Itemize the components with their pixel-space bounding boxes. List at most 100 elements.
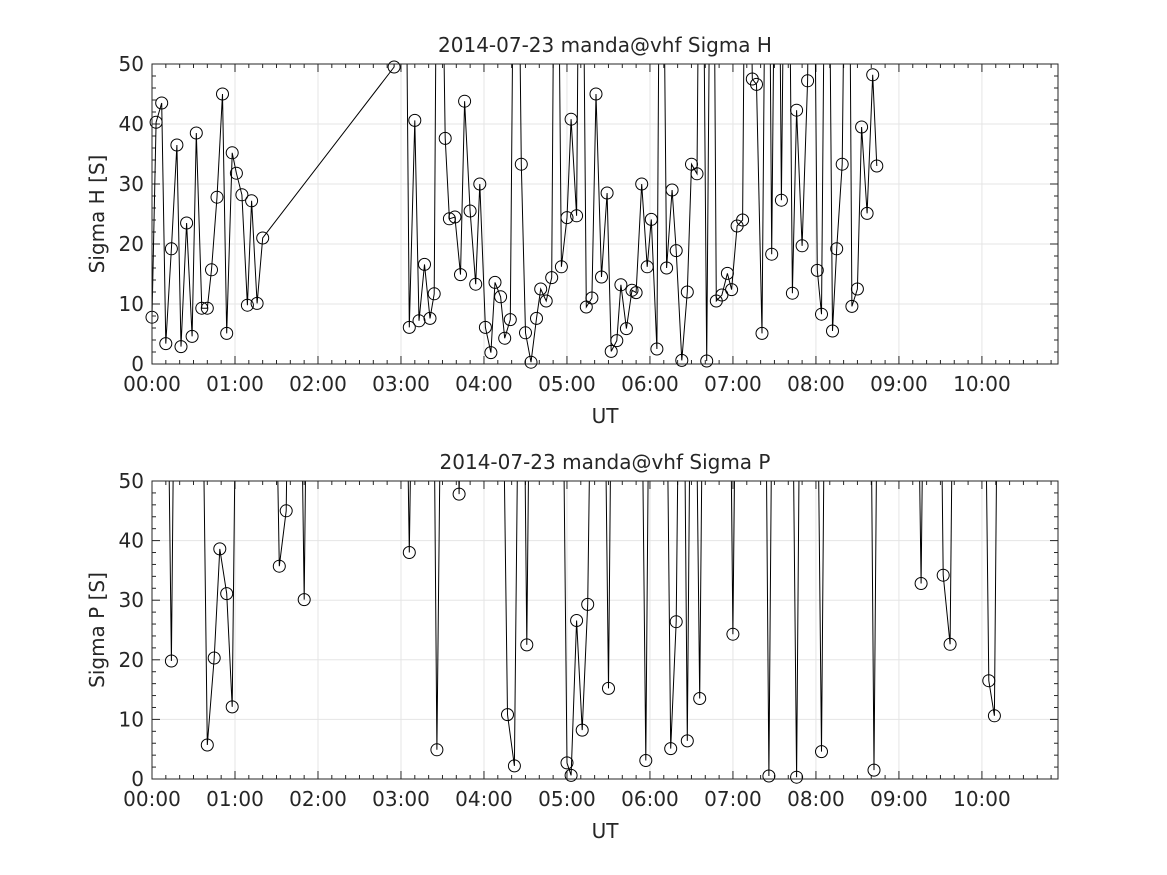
sigma-p-y-tick-label: 50 [119,469,144,493]
sigma-h-data-point [826,324,839,338]
sigma-h-y-tick-label: 10 [119,292,144,316]
sigma-p-data-point [680,734,694,748]
sigma-p-y-tick-label: 10 [119,707,144,731]
sigma-h-axes: 2014-07-23 manda@vhf Sigma H UT Sigma H … [85,33,1059,428]
sigma-h-y-axis-label: Sigma H [S] [85,155,109,274]
sigma-p-x-tick-label: 04:00 [455,787,513,811]
sigma-h-data-point [680,285,694,299]
sigma-h-x-tick-label: 07:00 [704,372,762,396]
sigma-p-data-point [570,614,584,627]
sigma-h-data-point [180,216,194,230]
sigma-h-data-point [539,294,553,308]
sigma-p-data-point [200,738,214,752]
sigma-h-data-point [850,282,864,296]
sigma-h-y-tick-label: 30 [119,172,144,196]
sigma-h-data-point [720,266,734,280]
sigma-h-data-point [524,355,538,369]
sigma-h-data-point [604,344,618,358]
sigma-h-data-point [690,167,704,181]
sigma-p-axes: 2014-07-23 manda@vhf Sigma P UT Sigma P … [85,450,1059,843]
sigma-p-y-tick-label: 0 [131,767,144,791]
sigma-p-x-tick-label: 06:00 [621,787,679,811]
sigma-h-data-point [494,290,508,304]
sigma-h-data-point [235,188,249,202]
sigma-h-data-point [570,209,584,223]
sigma-h-data-point [774,193,788,207]
sigma-h-data-point [650,342,664,356]
sigma-h-data-point [498,331,512,345]
sigma-h-data-point [423,311,437,325]
sigma-h-data-point [625,283,639,297]
sigma-p-series [168,481,997,778]
sigma-p-x-tick-label: 00:00 [123,787,181,811]
sigma-h-data-point [250,296,264,310]
sigma-h-data-point [736,213,750,227]
sigma-h-data-point [669,244,683,258]
sigma-p-data-point [790,770,804,784]
sigma-h-data-point [785,286,799,300]
sigma-h-data-point [448,210,462,224]
sigma-p-x-tick-label: 05:00 [538,787,596,811]
sigma-h-data-point [595,270,608,284]
sigma-h-data-point [801,74,815,88]
sigma-h-data-point [640,260,654,274]
sigma-h-data-point [765,247,779,261]
sigma-h-data-point [585,291,599,305]
sigma-h-data-point [256,231,270,245]
sigma-p-y-axis-label: Sigma P [S] [85,572,109,688]
sigma-h-data-point [795,239,809,253]
sigma-h-x-tick-label: 01:00 [206,372,264,396]
sigma-p-data-point [452,487,466,501]
sigma-h-data-point [554,260,568,274]
sigma-h-y-tick-label: 50 [119,52,144,76]
sigma-h-data-point [519,326,532,340]
sigma-h-data-point [174,340,188,354]
sigma-h-data-point [610,334,624,348]
sigma-p-data-point [943,637,957,651]
sigma-h-data-point [229,166,243,180]
sigma-h-x-tick-label: 09:00 [870,372,928,396]
sigma-h-data-point [715,288,729,302]
sigma-h-data-point [665,183,679,197]
sigma-p-data-point [560,756,574,770]
sigma-p-series-line [168,481,997,778]
sigma-h-data-point [685,157,698,171]
sigma-p-data-point [815,745,828,759]
sigma-p-data-point [164,654,178,668]
sigma-h-data-point [830,242,844,256]
sigma-h-data-point [619,322,633,336]
sigma-h-data-point [855,120,869,134]
sigma-h-x-tick-label: 03:00 [372,372,430,396]
sigma-h-data-point [225,146,239,160]
sigma-p-data-point [982,674,996,688]
sigma-p-data-point [914,577,928,590]
sigma-p-x-tick-label: 02:00 [289,787,347,811]
sigma-p-data-point [762,769,776,783]
sigma-h-y-tick-label: 40 [119,112,144,136]
sigma-p-data-point [726,627,740,641]
sigma-h-tick-marks [151,63,1058,365]
sigma-h-data-point [503,313,517,327]
sigma-h-data-point [870,159,884,173]
sigma-p-x-tick-label: 09:00 [870,787,928,811]
sigma-h-data-point [700,354,714,368]
sigma-h-data-point [530,311,543,325]
sigma-p-data-point [867,763,881,777]
sigma-h-data-point [545,271,559,285]
sigma-h-data-point [210,190,224,204]
sigma-h-data-point [600,186,614,200]
sigma-h-y-tick-label: 20 [119,232,144,256]
sigma-h-data-point [635,177,649,191]
sigma-h-data-point [463,204,477,218]
sigma-p-tick-marks [151,480,1058,780]
sigma-h-title: 2014-07-23 manda@vhf Sigma H [438,33,772,57]
sigma-h-data-point [402,320,416,334]
sigma-h-data-point [488,275,502,289]
sigma-p-data-point [507,759,521,773]
sigma-p-data-point [575,723,589,737]
sigma-p-x-tick-label: 01:00 [206,787,264,811]
sigma-h-data-point [675,353,689,367]
sigma-h-x-axis-label: UT [592,404,620,428]
sigma-p-data-point [225,700,239,714]
